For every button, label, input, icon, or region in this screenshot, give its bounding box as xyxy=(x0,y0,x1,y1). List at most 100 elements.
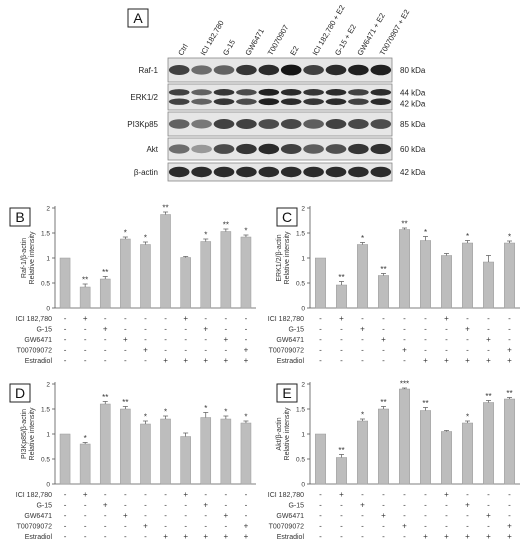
blot-band xyxy=(348,119,369,129)
treatment-sign: - xyxy=(124,490,127,499)
y-axis-label: Akt/β-actin xyxy=(276,417,283,450)
treatment-sign: - xyxy=(466,335,469,344)
treatment-sign: + xyxy=(143,346,148,355)
treatment-sign: - xyxy=(184,522,187,531)
treatment-sign: - xyxy=(361,522,364,531)
treatment-sign: - xyxy=(508,314,511,323)
treatment-label: GW6471 xyxy=(276,513,304,520)
treatment-sign: + xyxy=(203,356,208,365)
bar xyxy=(378,275,389,309)
significance-label: ** xyxy=(223,221,229,230)
blot-band xyxy=(236,64,257,76)
treatment-sign: - xyxy=(225,522,228,531)
panel-letter-box-a xyxy=(127,8,149,28)
blot-band xyxy=(213,144,235,154)
treatment-sign: - xyxy=(64,325,67,334)
y-tick-label: 0.5 xyxy=(41,280,50,287)
y-tick-label: 1 xyxy=(301,431,305,438)
treatment-sign: - xyxy=(424,501,427,510)
treatment-sign: - xyxy=(487,490,490,499)
treatment-sign: - xyxy=(340,522,343,531)
treatment-sign: - xyxy=(164,346,167,355)
treatment-sign: + xyxy=(183,314,188,323)
blot-band xyxy=(348,89,369,96)
significance-label: * xyxy=(204,404,207,413)
treatment-label: T00709072 xyxy=(269,348,305,355)
treatment-sign: - xyxy=(445,511,448,520)
treatment-sign: - xyxy=(104,356,107,365)
treatment-sign: - xyxy=(104,522,107,531)
blot-band xyxy=(280,166,302,178)
treatment-sign: - xyxy=(144,335,147,344)
lane-label: Ctrl xyxy=(176,42,190,57)
treatment-sign: - xyxy=(144,314,147,323)
treatment-sign: - xyxy=(445,325,448,334)
bar xyxy=(315,433,326,485)
y-tick-label: 0 xyxy=(46,481,50,488)
treatment-sign: + xyxy=(507,356,512,365)
blot-band xyxy=(213,166,235,178)
significance-label: * xyxy=(466,413,469,422)
treatment-sign: + xyxy=(203,532,208,541)
y-tick-label: 1 xyxy=(46,431,50,438)
bar xyxy=(357,244,368,309)
treatment-sign: - xyxy=(319,314,322,323)
treatment-sign: - xyxy=(319,501,322,510)
significance-label: ** xyxy=(338,446,344,455)
treatment-sign: - xyxy=(487,522,490,531)
treatment-sign: - xyxy=(84,335,87,344)
blot-band xyxy=(303,65,324,75)
treatment-sign: - xyxy=(424,511,427,520)
blot-band xyxy=(258,143,280,155)
treatment-sign: - xyxy=(403,335,406,344)
y-tick-label: 2 xyxy=(301,205,305,212)
significance-label: * xyxy=(244,227,247,236)
treatment-sign: + xyxy=(507,532,512,541)
treatment-sign: - xyxy=(225,314,228,323)
treatment-sign: - xyxy=(319,522,322,531)
bar xyxy=(336,284,347,309)
treatment-label: Estradiol xyxy=(277,358,305,365)
treatment-sign: - xyxy=(164,335,167,344)
treatment-label: G-15 xyxy=(36,503,52,510)
panel-letter-box-d xyxy=(9,383,31,403)
treatment-sign: + xyxy=(163,356,168,365)
blot-band xyxy=(236,89,257,96)
treatment-sign: - xyxy=(424,325,427,334)
treatment-sign: - xyxy=(361,346,364,355)
treatment-sign: - xyxy=(124,346,127,355)
significance-label: ** xyxy=(162,204,168,213)
treatment-sign: - xyxy=(64,314,67,323)
treatment-sign: - xyxy=(508,335,511,344)
treatment-sign: - xyxy=(124,325,127,334)
y-axis-label: Relative intensity xyxy=(29,407,36,460)
treatment-sign: - xyxy=(225,501,228,510)
significance-label: * xyxy=(244,413,247,422)
treatment-sign: - xyxy=(466,346,469,355)
kda-label: 80 kDa xyxy=(400,66,426,75)
treatment-sign: + xyxy=(83,314,88,323)
treatment-sign: - xyxy=(319,346,322,355)
treatment-label: T00709072 xyxy=(17,524,53,531)
treatment-sign: - xyxy=(64,522,67,531)
treatment-sign: - xyxy=(184,346,187,355)
treatment-sign: - xyxy=(144,501,147,510)
significance-label: ** xyxy=(338,273,344,282)
protein-label: Akt xyxy=(146,145,158,154)
treatment-sign: - xyxy=(508,490,511,499)
treatment-label: Estradiol xyxy=(277,534,305,541)
bar xyxy=(140,244,151,309)
treatment-sign: + xyxy=(103,325,108,334)
blot-strip xyxy=(167,137,393,161)
blot-band xyxy=(191,98,212,105)
treatment-sign: - xyxy=(84,511,87,520)
blot-band xyxy=(348,143,369,155)
treatment-sign: + xyxy=(444,356,449,365)
protein-label: PI3Kp85 xyxy=(127,120,158,129)
treatment-sign: - xyxy=(403,532,406,541)
treatment-sign: + xyxy=(486,532,491,541)
blot-band xyxy=(236,143,257,155)
treatment-sign: - xyxy=(466,511,469,520)
